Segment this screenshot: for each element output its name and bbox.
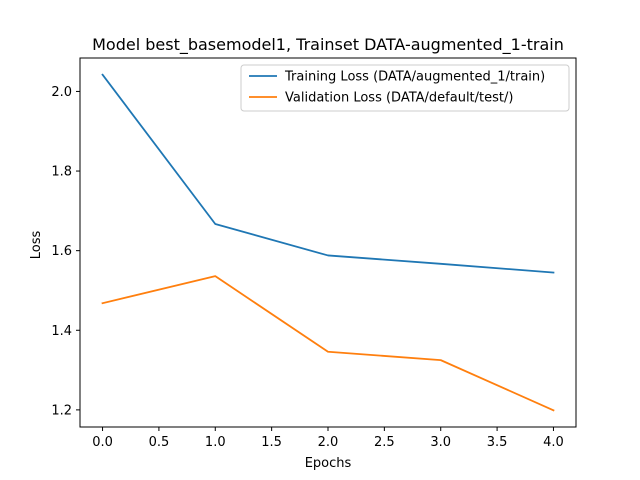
y-axis-label: Loss	[29, 231, 44, 260]
y-tick-label: 1.2	[51, 403, 72, 418]
legend-label: Training Loss (DATA/augmented_1/train)	[284, 70, 545, 85]
y-axis-ticks: 1.2 1.4 1.6 1.8 2.0	[51, 85, 80, 418]
x-tick-label: 3.0	[430, 435, 451, 450]
legend: Training Loss (DATA/augmented_1/train) Va…	[240, 64, 570, 112]
x-tick-label: 0.5	[149, 435, 170, 450]
x-tick-label: 3.5	[487, 435, 508, 450]
chart-title: Model best_basemodel1, Trainset DATA-aug…	[92, 35, 564, 55]
plot-frame	[79, 57, 577, 428]
series-line-2	[101, 275, 555, 412]
y-tick-label: 1.6	[51, 244, 72, 259]
y-tick-label: 1.8	[51, 165, 72, 180]
x-tick-label: 2.5	[374, 435, 395, 450]
x-tick-label: 0.0	[92, 435, 113, 450]
legend-box	[240, 64, 570, 112]
y-tick-label: 1.4	[51, 324, 72, 339]
series-lines	[101, 73, 555, 412]
x-tick-label: 1.0	[205, 435, 226, 450]
legend-label: Validation Loss (DATA/default/test/)	[285, 91, 513, 106]
axes	[79, 57, 577, 428]
x-axis-ticks: 0.0 0.5 1.0 1.5 2.0 2.5 3.0 3.5 4.0	[92, 427, 564, 450]
x-axis-label: Epochs	[305, 456, 352, 471]
x-tick-label: 4.0	[543, 435, 564, 450]
y-tick-label: 2.0	[51, 85, 72, 100]
x-tick-label: 1.5	[261, 435, 282, 450]
x-tick-label: 2.0	[318, 435, 339, 450]
